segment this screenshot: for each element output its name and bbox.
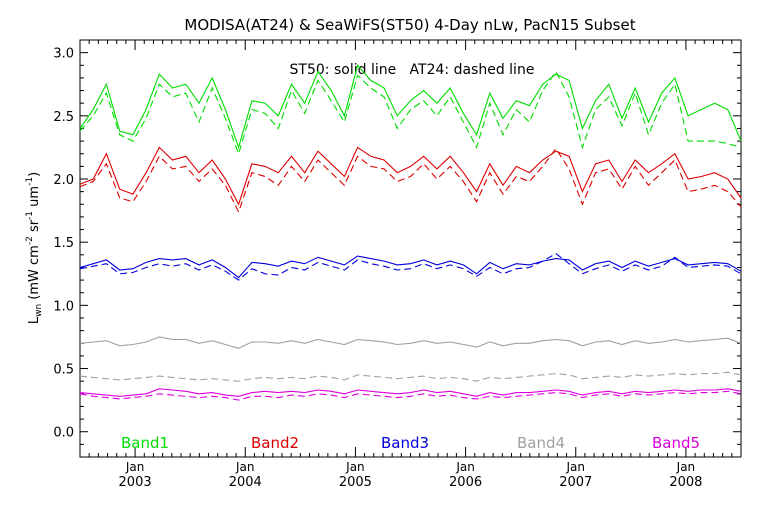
plot-frame [79,39,742,458]
series-line-band5-at24 [79,390,742,401]
x-tick-year-label: 2003 [119,475,152,490]
series-line-band4-st50 [79,336,742,349]
series-line-band3-at24 [79,252,742,281]
y-tick-label: 3.0 [53,47,74,62]
chart-title: MODISA(AT24) & SeaWiFS(ST50) 4-Day nLw, … [184,16,635,34]
series-line-band3-st50 [79,255,742,279]
x-tick-year-label: 2007 [559,475,592,490]
legend-entry-band2: Band2 [251,434,299,452]
y-tick-label: 2.5 [53,110,74,125]
series-line-band5-st50 [79,388,742,397]
x-tick-year-label: 2008 [669,475,702,490]
legend-entry-band1: Band1 [121,434,169,452]
series-layer [79,64,742,401]
x-tick-month-label: Jan [235,460,255,474]
series-line-band1-st50 [79,64,742,150]
series-line-band2-st50 [79,146,742,206]
line-style-annotation: ST50: solid line AT24: dashed line [290,62,535,78]
legend-entry-band5: Band5 [652,434,700,452]
y-axis: 0.0 0.5 1.0 1.5 2.0 2.5 3.0 [53,47,741,445]
y-axis-label: Lwn (mW cm-2 sr-1 um-1) [25,172,44,324]
legend-entry-band3: Band3 [381,434,429,452]
x-tick-month-label: Jan [566,460,586,474]
x-tick-year-label: 2006 [449,475,482,490]
x-tick-year-label: 2004 [229,475,262,490]
y-tick-label: 0.5 [53,363,74,378]
series-line-band4-at24 [79,371,742,382]
series-line-band2-at24 [79,147,742,214]
y-tick-label: 2.0 [53,173,74,188]
x-tick-month-label: Jan [345,460,365,474]
legend: Band1 Band2 Band3 Band4 Band5 [121,434,700,452]
y-tick-label: 1.0 [53,299,74,314]
x-axis: Jan2003Jan2004Jan2005Jan2006Jan2007Jan20… [79,40,742,490]
x-tick-month-label: Jan [125,460,145,474]
y-tick-label: 1.5 [53,236,74,251]
series-line-band1-at24 [79,70,742,156]
x-tick-month-label: Jan [676,460,696,474]
y-tick-label: 0.0 [53,426,74,441]
x-tick-year-label: 2005 [339,475,372,490]
legend-entry-band4: Band4 [517,434,565,452]
x-tick-month-label: Jan [455,460,475,474]
